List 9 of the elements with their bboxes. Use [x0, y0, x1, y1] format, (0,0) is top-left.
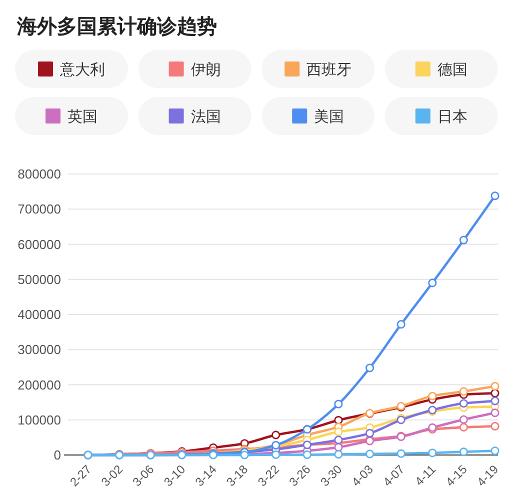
legend-label: 西班牙	[306, 62, 352, 78]
legend-label: 美国	[314, 108, 344, 126]
legend-label: 意大利	[59, 62, 105, 78]
title: 海外多国累计确诊趋势	[17, 16, 217, 38]
legend-label: 法国	[190, 108, 221, 126]
legend-label: 日本	[437, 108, 468, 126]
legend-label: 英国	[68, 108, 98, 126]
legend-label: 德国	[437, 62, 468, 78]
legend-label: 伊朗	[190, 62, 221, 78]
